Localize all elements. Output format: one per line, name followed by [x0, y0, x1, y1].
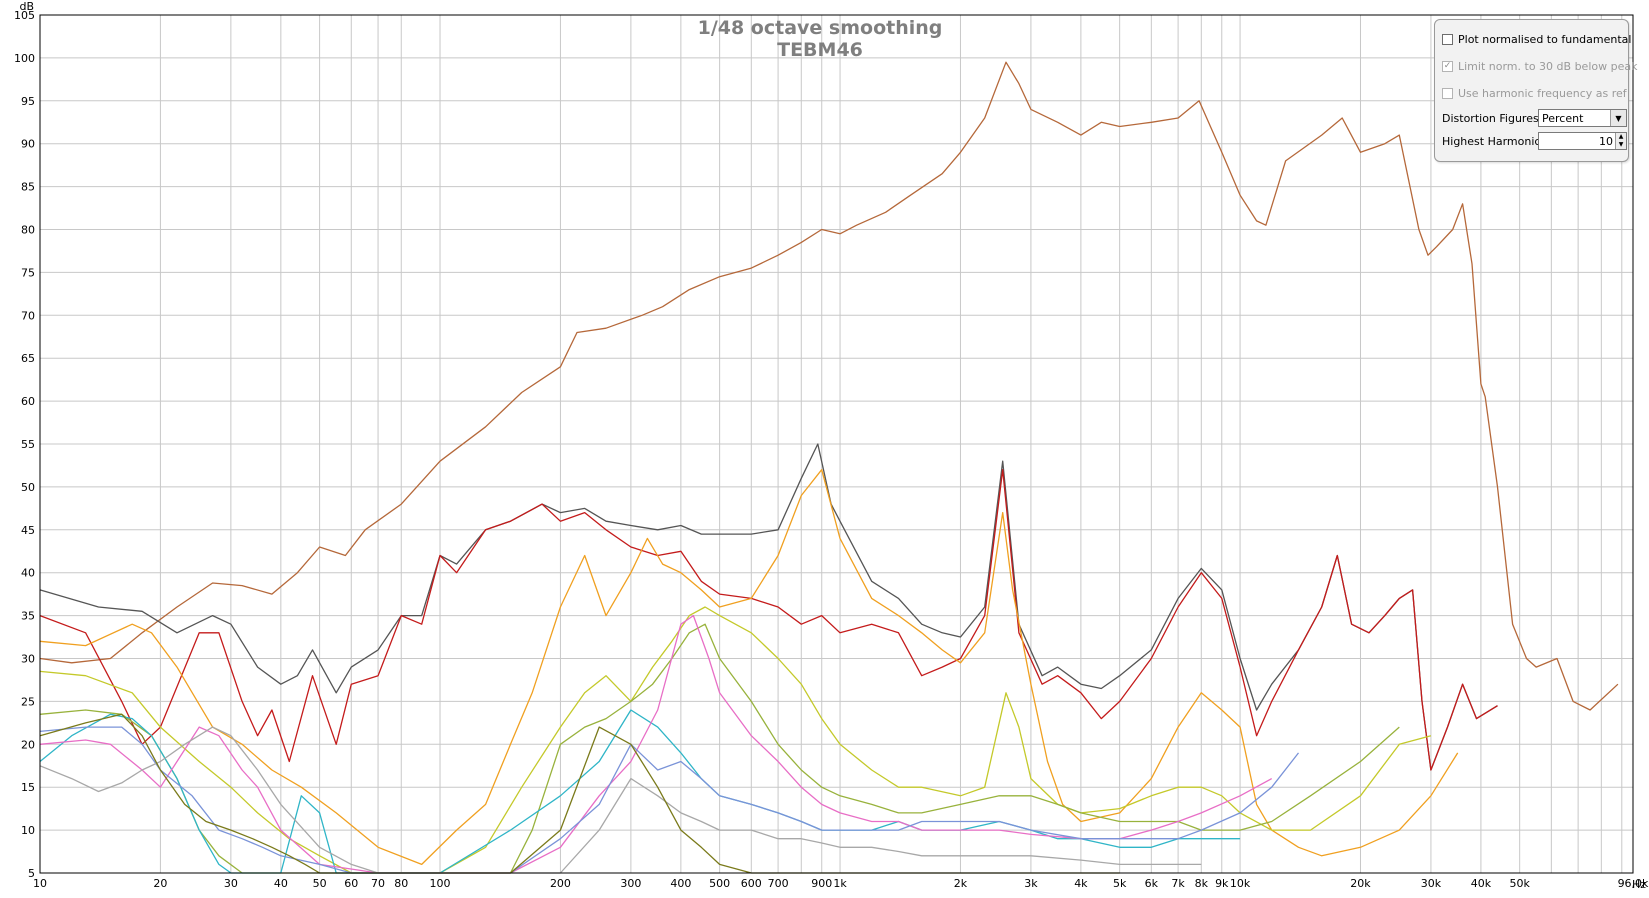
x-tick-label: 900 [811, 877, 832, 890]
x-tick-label: 6k [1145, 877, 1159, 890]
figures-label: Distortion Figures: [1442, 111, 1543, 125]
x-tick-label: 50k [1509, 877, 1530, 890]
x-tick-label: 40 [274, 877, 288, 890]
series-line-6 [39, 623, 1400, 874]
harmonic-ref-option[interactable]: Use harmonic frequency as ref [1442, 84, 1627, 102]
y-tick-label: 30 [21, 653, 35, 666]
spinner-arrows-icon[interactable]: ▲ ▼ [1615, 133, 1626, 149]
x-tick-label: 60 [344, 877, 358, 890]
x-tick-label: 50 [313, 877, 327, 890]
x-tick-label: 400 [670, 877, 691, 890]
distortion-options-panel: Plot normalised to fundamental ✓ Limit n… [1434, 19, 1637, 162]
y-tick-label: 20 [21, 738, 35, 751]
x-tick-label: 70 [371, 877, 385, 890]
x-tick-label: 200 [550, 877, 571, 890]
series-line-1 [39, 61, 1619, 711]
y-tick-label: 65 [21, 352, 35, 365]
series-line-8 [39, 614, 1273, 874]
x-tick-label: 10 [33, 877, 47, 890]
x-tick-label: 3k [1024, 877, 1038, 890]
normalise-option[interactable]: Plot normalised to fundamental [1442, 30, 1631, 48]
y-tick-label: 50 [21, 481, 35, 494]
y-tick-label: 35 [21, 610, 35, 623]
x-tick-label: 100 [430, 877, 451, 890]
y-axis-label: dB [19, 0, 34, 13]
normalise-checkbox[interactable] [1442, 33, 1453, 45]
axis-ticks: 5101520253035404550556065707580859095100… [14, 9, 1649, 890]
y-tick-label: 100 [14, 52, 35, 65]
series-line-5 [39, 606, 1432, 874]
series-line-7 [39, 709, 1241, 874]
x-tick-label: 96,0k [1618, 877, 1649, 890]
y-tick-label: 95 [21, 95, 35, 108]
highest-value: 10 [1599, 134, 1613, 148]
y-tick-label: 105 [14, 9, 35, 22]
series-line-10 [39, 726, 1202, 874]
normalise-label: Plot normalised to fundamental [1458, 32, 1632, 46]
limit-label: Limit norm. to 30 dB below peak [1458, 59, 1638, 73]
figures-value: Percent [1542, 111, 1584, 125]
y-tick-label: 15 [21, 781, 35, 794]
y-tick-label: 85 [21, 181, 35, 194]
x-tick-label: 700 [768, 877, 789, 890]
x-tick-label: 30k [1421, 877, 1442, 890]
x-tick-label: 80 [394, 877, 408, 890]
y-tick-label: 45 [21, 524, 35, 537]
y-tick-label: 80 [21, 224, 35, 237]
harmonic-ref-checkbox[interactable] [1442, 87, 1453, 99]
highest-harmonic-spinner[interactable]: 10 ▲ ▼ [1538, 132, 1627, 150]
y-tick-label: 40 [21, 567, 35, 580]
limit-option[interactable]: ✓ Limit norm. to 30 dB below peak [1442, 57, 1637, 75]
highest-label: Highest Harmonic: [1442, 134, 1545, 148]
series-line-4 [39, 469, 1459, 866]
chart-title: 1/48 octave smoothing [698, 17, 943, 39]
series-lines [39, 61, 1619, 874]
y-tick-label: 90 [21, 138, 35, 151]
x-tick-label: 8k [1195, 877, 1209, 890]
x-tick-label: 10k [1230, 877, 1251, 890]
y-tick-label: 10 [21, 824, 35, 837]
figures-dropdown[interactable]: Percent ▼ [1538, 109, 1627, 127]
x-tick-label: 40k [1471, 877, 1492, 890]
x-axis-unit: Hz [1632, 878, 1646, 891]
chevron-down-icon[interactable]: ▼ [1610, 110, 1626, 126]
y-tick-label: 25 [21, 695, 35, 708]
x-tick-label: 30 [224, 877, 238, 890]
y-tick-label: 60 [21, 395, 35, 408]
series-line-9 [39, 726, 1300, 874]
x-tick-label: 7k [1171, 877, 1185, 890]
chart-subtitle: TEBM46 [777, 39, 863, 61]
x-tick-label: 1k [833, 877, 847, 890]
x-tick-label: 20 [153, 877, 167, 890]
x-tick-label: 20k [1350, 877, 1371, 890]
limit-checkbox[interactable]: ✓ [1442, 60, 1453, 72]
y-tick-label: 75 [21, 266, 35, 279]
y-tick-label: 5 [28, 867, 35, 880]
x-tick-label: 500 [709, 877, 730, 890]
y-tick-label: 70 [21, 309, 35, 322]
x-tick-label: 2k [954, 877, 968, 890]
harmonic-ref-label: Use harmonic frequency as ref [1458, 86, 1627, 100]
y-tick-label: 55 [21, 438, 35, 451]
highest-harmonic-row: Highest Harmonic: 10 ▲ ▼ [1442, 132, 1627, 150]
x-tick-label: 300 [620, 877, 641, 890]
grid-lines [40, 15, 1633, 873]
plot-frame [39, 14, 1634, 874]
x-tick-label: 600 [741, 877, 762, 890]
x-tick-label: 9k [1215, 877, 1229, 890]
series-line-3 [39, 469, 1498, 771]
figures-row: Distortion Figures: Percent ▼ [1442, 109, 1627, 127]
x-tick-label: 5k [1113, 877, 1127, 890]
x-tick-label: 4k [1074, 877, 1088, 890]
